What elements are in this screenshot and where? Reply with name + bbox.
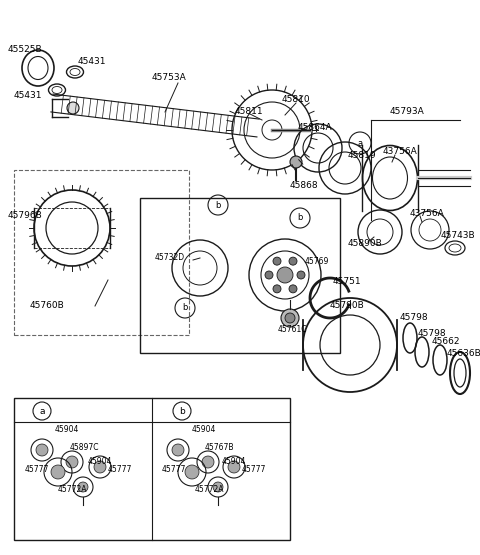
Text: 45767B: 45767B: [205, 443, 235, 452]
Text: b: b: [179, 406, 185, 416]
Text: 45798: 45798: [418, 329, 446, 337]
Circle shape: [289, 285, 297, 293]
Text: 45868: 45868: [290, 181, 319, 190]
Bar: [140, 198, 340, 353]
Text: 45777: 45777: [25, 466, 49, 475]
Text: 45431: 45431: [78, 58, 107, 67]
Text: 45662: 45662: [432, 337, 460, 346]
Circle shape: [78, 482, 88, 492]
Text: 45796B: 45796B: [8, 210, 43, 219]
Text: 45753A: 45753A: [152, 73, 187, 83]
Text: 45904: 45904: [222, 457, 246, 467]
Text: 45772A: 45772A: [58, 486, 87, 495]
Text: 45772A: 45772A: [195, 486, 225, 495]
Circle shape: [213, 482, 223, 492]
Circle shape: [66, 456, 78, 468]
Text: b: b: [216, 200, 221, 209]
Circle shape: [289, 257, 297, 265]
Circle shape: [277, 267, 293, 283]
Circle shape: [297, 271, 305, 279]
Circle shape: [273, 257, 281, 265]
Text: 45431: 45431: [14, 92, 43, 100]
Text: 45777: 45777: [108, 466, 132, 475]
Circle shape: [51, 465, 65, 479]
Text: a: a: [358, 139, 362, 148]
Circle shape: [36, 444, 48, 456]
Text: 45897C: 45897C: [70, 443, 99, 452]
Circle shape: [185, 465, 199, 479]
Text: 45769: 45769: [305, 258, 329, 266]
Circle shape: [94, 461, 106, 473]
Text: 43756A: 43756A: [410, 209, 445, 218]
Text: 45777: 45777: [162, 466, 186, 475]
Circle shape: [172, 444, 184, 456]
Text: b: b: [182, 304, 188, 312]
Text: 45904: 45904: [55, 426, 79, 435]
Text: 45904: 45904: [88, 457, 112, 467]
Text: a: a: [39, 406, 45, 416]
Text: 45790B: 45790B: [330, 300, 365, 310]
Text: 45525B: 45525B: [8, 46, 43, 54]
Text: 45864A: 45864A: [298, 124, 333, 133]
Text: 43756A: 43756A: [383, 148, 418, 157]
Text: 45890B: 45890B: [348, 240, 383, 249]
Text: 45760B: 45760B: [30, 300, 65, 310]
Text: 45743B: 45743B: [441, 231, 476, 240]
Circle shape: [265, 271, 273, 279]
Text: 45793A: 45793A: [390, 108, 425, 117]
Text: 45761C: 45761C: [278, 325, 308, 335]
Bar: [14, 398, 290, 540]
Circle shape: [202, 456, 214, 468]
Circle shape: [281, 309, 299, 327]
Text: 45732D: 45732D: [155, 254, 185, 263]
Text: 45751: 45751: [333, 278, 361, 286]
Text: 45777: 45777: [242, 466, 266, 475]
Text: 45811: 45811: [235, 107, 264, 115]
Circle shape: [285, 313, 295, 323]
Text: 45810: 45810: [282, 95, 311, 104]
Circle shape: [290, 156, 302, 168]
Text: b: b: [297, 214, 303, 223]
Text: 45798: 45798: [400, 314, 429, 322]
Circle shape: [273, 285, 281, 293]
Bar: [14, 170, 189, 335]
Circle shape: [67, 102, 79, 114]
Text: 45904: 45904: [192, 426, 216, 435]
Text: 45636B: 45636B: [447, 349, 480, 357]
Circle shape: [228, 461, 240, 473]
Text: 45819: 45819: [348, 150, 377, 159]
